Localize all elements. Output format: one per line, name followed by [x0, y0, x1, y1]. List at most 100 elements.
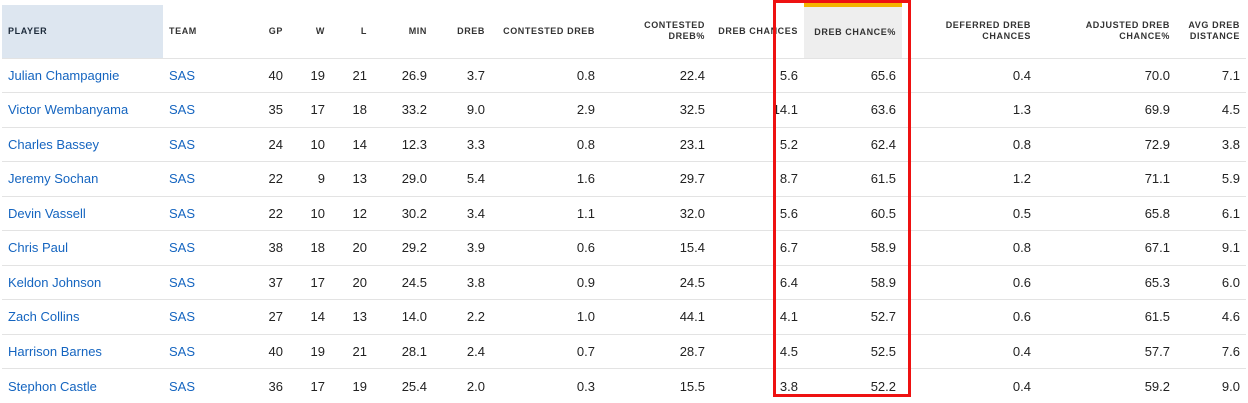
adjusted-dreb-chance-pct-cell: 59.2 — [1037, 369, 1176, 403]
team-link[interactable]: SAS — [169, 379, 195, 394]
table-cell: SAS — [163, 93, 233, 128]
team-link[interactable]: SAS — [169, 137, 195, 152]
dreb-chances-cell: 8.7 — [711, 162, 804, 197]
header-l[interactable]: L — [331, 5, 373, 58]
gp-cell: 35 — [233, 93, 289, 128]
header-dreb-chance-pct[interactable]: DREB CHANCE% — [804, 5, 902, 58]
w-cell: 18 — [289, 231, 331, 266]
team-link[interactable]: SAS — [169, 102, 195, 117]
header-avg-dreb-distance[interactable]: AVG DREB DISTANCE — [1176, 5, 1246, 58]
dreb-chance-pct-cell: 63.6 — [804, 93, 902, 128]
w-cell: 10 — [289, 127, 331, 162]
contested-dreb-cell: 0.9 — [491, 265, 601, 300]
header-dreb-chances[interactable]: DREB CHANCES — [711, 5, 804, 58]
adjusted-dreb-chance-pct-cell: 69.9 — [1037, 93, 1176, 128]
header-player[interactable]: PLAYER — [2, 5, 163, 58]
adjusted-dreb-chance-pct-cell: 72.9 — [1037, 127, 1176, 162]
l-cell: 20 — [331, 231, 373, 266]
player-link[interactable]: Keldon Johnson — [8, 275, 101, 290]
l-cell: 13 — [331, 300, 373, 335]
w-cell: 17 — [289, 369, 331, 403]
dreb-chance-pct-cell: 60.5 — [804, 196, 902, 231]
avg-dreb-distance-cell: 6.1 — [1176, 196, 1246, 231]
dreb-chance-pct-cell: 52.5 — [804, 334, 902, 369]
header-deferred-dreb-chances[interactable]: DEFERRED DREB CHANCES — [902, 5, 1037, 58]
dreb-cell: 3.8 — [433, 265, 491, 300]
header-contested-dreb-pct[interactable]: CONTESTED DREB% — [601, 5, 711, 58]
l-cell: 20 — [331, 265, 373, 300]
dreb-chances-cell: 6.7 — [711, 231, 804, 266]
player-link[interactable]: Victor Wembanyama — [8, 102, 128, 117]
table-cell: Victor Wembanyama — [2, 93, 163, 128]
contested-dreb-cell: 2.9 — [491, 93, 601, 128]
adjusted-dreb-chance-pct-cell: 57.7 — [1037, 334, 1176, 369]
gp-cell: 38 — [233, 231, 289, 266]
min-cell: 33.2 — [373, 93, 433, 128]
table-cell: Julian Champagnie — [2, 58, 163, 93]
table-cell: SAS — [163, 231, 233, 266]
player-link[interactable]: Julian Champagnie — [8, 68, 119, 83]
header-w[interactable]: W — [289, 5, 331, 58]
team-link[interactable]: SAS — [169, 171, 195, 186]
player-link[interactable]: Stephon Castle — [8, 379, 97, 394]
dreb-chances-cell: 14.1 — [711, 93, 804, 128]
player-link[interactable]: Zach Collins — [8, 309, 80, 324]
l-cell: 19 — [331, 369, 373, 403]
min-cell: 30.2 — [373, 196, 433, 231]
avg-dreb-distance-cell: 3.8 — [1176, 127, 1246, 162]
l-cell: 18 — [331, 93, 373, 128]
dreb-cell: 5.4 — [433, 162, 491, 197]
team-link[interactable]: SAS — [169, 275, 195, 290]
min-cell: 29.0 — [373, 162, 433, 197]
team-link[interactable]: SAS — [169, 240, 195, 255]
player-link[interactable]: Chris Paul — [8, 240, 68, 255]
contested-dreb-pct-cell: 15.5 — [601, 369, 711, 403]
team-link[interactable]: SAS — [169, 206, 195, 221]
player-link[interactable]: Devin Vassell — [8, 206, 86, 221]
dreb-cell: 2.4 — [433, 334, 491, 369]
table-cell: SAS — [163, 265, 233, 300]
contested-dreb-pct-cell: 44.1 — [601, 300, 711, 335]
avg-dreb-distance-cell: 7.1 — [1176, 58, 1246, 93]
w-cell: 14 — [289, 300, 331, 335]
team-link[interactable]: SAS — [169, 68, 195, 83]
table-cell: Charles Bassey — [2, 127, 163, 162]
header-gp[interactable]: GP — [233, 5, 289, 58]
dreb-cell: 2.0 — [433, 369, 491, 403]
contested-dreb-cell: 1.1 — [491, 196, 601, 231]
dreb-cell: 3.9 — [433, 231, 491, 266]
header-contested-dreb[interactable]: CONTESTED DREB — [491, 5, 601, 58]
team-link[interactable]: SAS — [169, 344, 195, 359]
table-cell: SAS — [163, 196, 233, 231]
gp-cell: 40 — [233, 334, 289, 369]
w-cell: 9 — [289, 162, 331, 197]
header-team[interactable]: TEAM — [163, 5, 233, 58]
w-cell: 19 — [289, 58, 331, 93]
adjusted-dreb-chance-pct-cell: 61.5 — [1037, 300, 1176, 335]
dreb-cell: 3.3 — [433, 127, 491, 162]
dreb-chance-pct-cell: 52.2 — [804, 369, 902, 403]
header-adjusted-dreb-chance-pct[interactable]: ADJUSTED DREB CHANCE% — [1037, 5, 1176, 58]
header-dreb[interactable]: DREB — [433, 5, 491, 58]
dreb-chances-cell: 3.8 — [711, 369, 804, 403]
table-cell: SAS — [163, 127, 233, 162]
dreb-chances-cell: 5.6 — [711, 196, 804, 231]
header-min[interactable]: MIN — [373, 5, 433, 58]
table-cell: SAS — [163, 58, 233, 93]
player-link[interactable]: Charles Bassey — [8, 137, 99, 152]
deferred-dreb-chances-cell: 1.3 — [902, 93, 1037, 128]
player-link[interactable]: Harrison Barnes — [8, 344, 102, 359]
player-link[interactable]: Jeremy Sochan — [8, 171, 98, 186]
deferred-dreb-chances-cell: 0.4 — [902, 58, 1037, 93]
table-cell: Zach Collins — [2, 300, 163, 335]
dreb-cell: 3.7 — [433, 58, 491, 93]
dreb-chances-cell: 5.2 — [711, 127, 804, 162]
l-cell: 21 — [331, 334, 373, 369]
avg-dreb-distance-cell: 4.5 — [1176, 93, 1246, 128]
gp-cell: 27 — [233, 300, 289, 335]
team-link[interactable]: SAS — [169, 309, 195, 324]
